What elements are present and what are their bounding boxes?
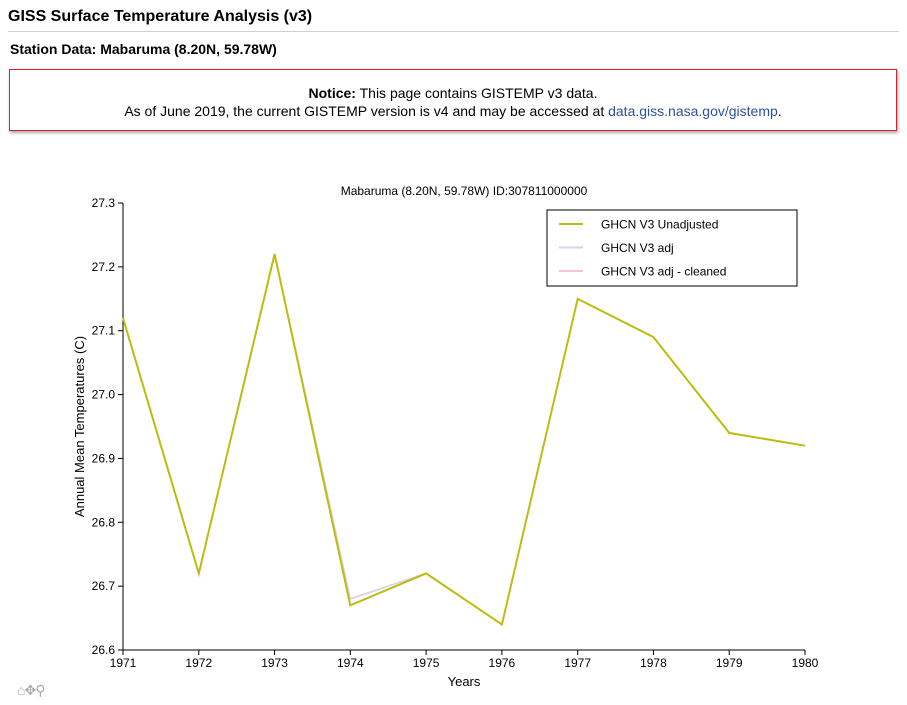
y-tick-label: 27.1 [92, 324, 116, 338]
series-line-1 [122, 253, 503, 626]
x-tick-label: 1973 [261, 656, 288, 670]
legend-label: GHCN V3 adj [601, 241, 674, 255]
notice-period: . [777, 103, 782, 119]
gistemp-link[interactable]: data.giss.nasa.gov/gistemp [608, 103, 778, 119]
y-tick-label: 26.6 [92, 643, 116, 657]
x-axis-label: Years [448, 674, 481, 689]
y-tick-label: 27.3 [92, 196, 116, 210]
plot-tools: ⌂✥⚲ [17, 682, 45, 699]
y-tick-label: 27.0 [92, 388, 116, 402]
y-tick-label: 26.7 [92, 579, 116, 593]
station-heading: Station Data: Mabaruma (8.20N, 59.78W) [10, 41, 277, 57]
series-line-0 [122, 253, 503, 626]
pan-icon[interactable]: ✥ [24, 682, 36, 698]
series-line-2 [122, 253, 806, 627]
y-tick-label: 27.2 [92, 260, 116, 274]
x-tick-label: 1975 [413, 656, 440, 670]
temperature-chart: Mabaruma (8.20N, 59.78W) ID:307811000000… [72, 184, 819, 689]
x-tick-label: 1972 [185, 656, 212, 670]
notice-line-1: Notice: This page contains GISTEMP v3 da… [10, 84, 896, 102]
notice-line-2: As of June 2019, the current GISTEMP ver… [10, 102, 896, 120]
legend-box [546, 209, 798, 287]
page-title: GISS Surface Temperature Analysis (v3) [8, 8, 313, 25]
x-tick-label: 1978 [640, 656, 667, 670]
notice-box: Notice: This page contains GISTEMP v3 da… [9, 69, 897, 131]
notice-label: Notice: [308, 85, 356, 101]
zoom-icon[interactable]: ⚲ [35, 682, 45, 698]
legend-label: GHCN V3 Unadjusted [601, 218, 718, 232]
y-tick-label: 26.8 [92, 515, 116, 529]
title-divider [8, 31, 899, 32]
notice-version-text: As of June 2019, the current GISTEMP ver… [124, 103, 605, 119]
x-tick-label: 1976 [489, 656, 516, 670]
x-tick-label: 1979 [716, 656, 743, 670]
home-icon[interactable]: ⌂ [17, 682, 26, 698]
y-tick-label: 26.9 [92, 451, 116, 465]
x-tick-label: 1980 [792, 656, 819, 670]
chart-title: Mabaruma (8.20N, 59.78W) ID:307811000000 [341, 184, 588, 198]
notice-text: This page contains GISTEMP v3 data. [359, 85, 598, 101]
x-tick-label: 1974 [337, 656, 364, 670]
x-tick-label: 1971 [110, 656, 137, 670]
legend-label: GHCN V3 adj - cleaned [601, 265, 726, 279]
x-tick-label: 1977 [564, 656, 591, 670]
y-axis-label: Annual Mean Temperatures (C) [72, 336, 87, 517]
